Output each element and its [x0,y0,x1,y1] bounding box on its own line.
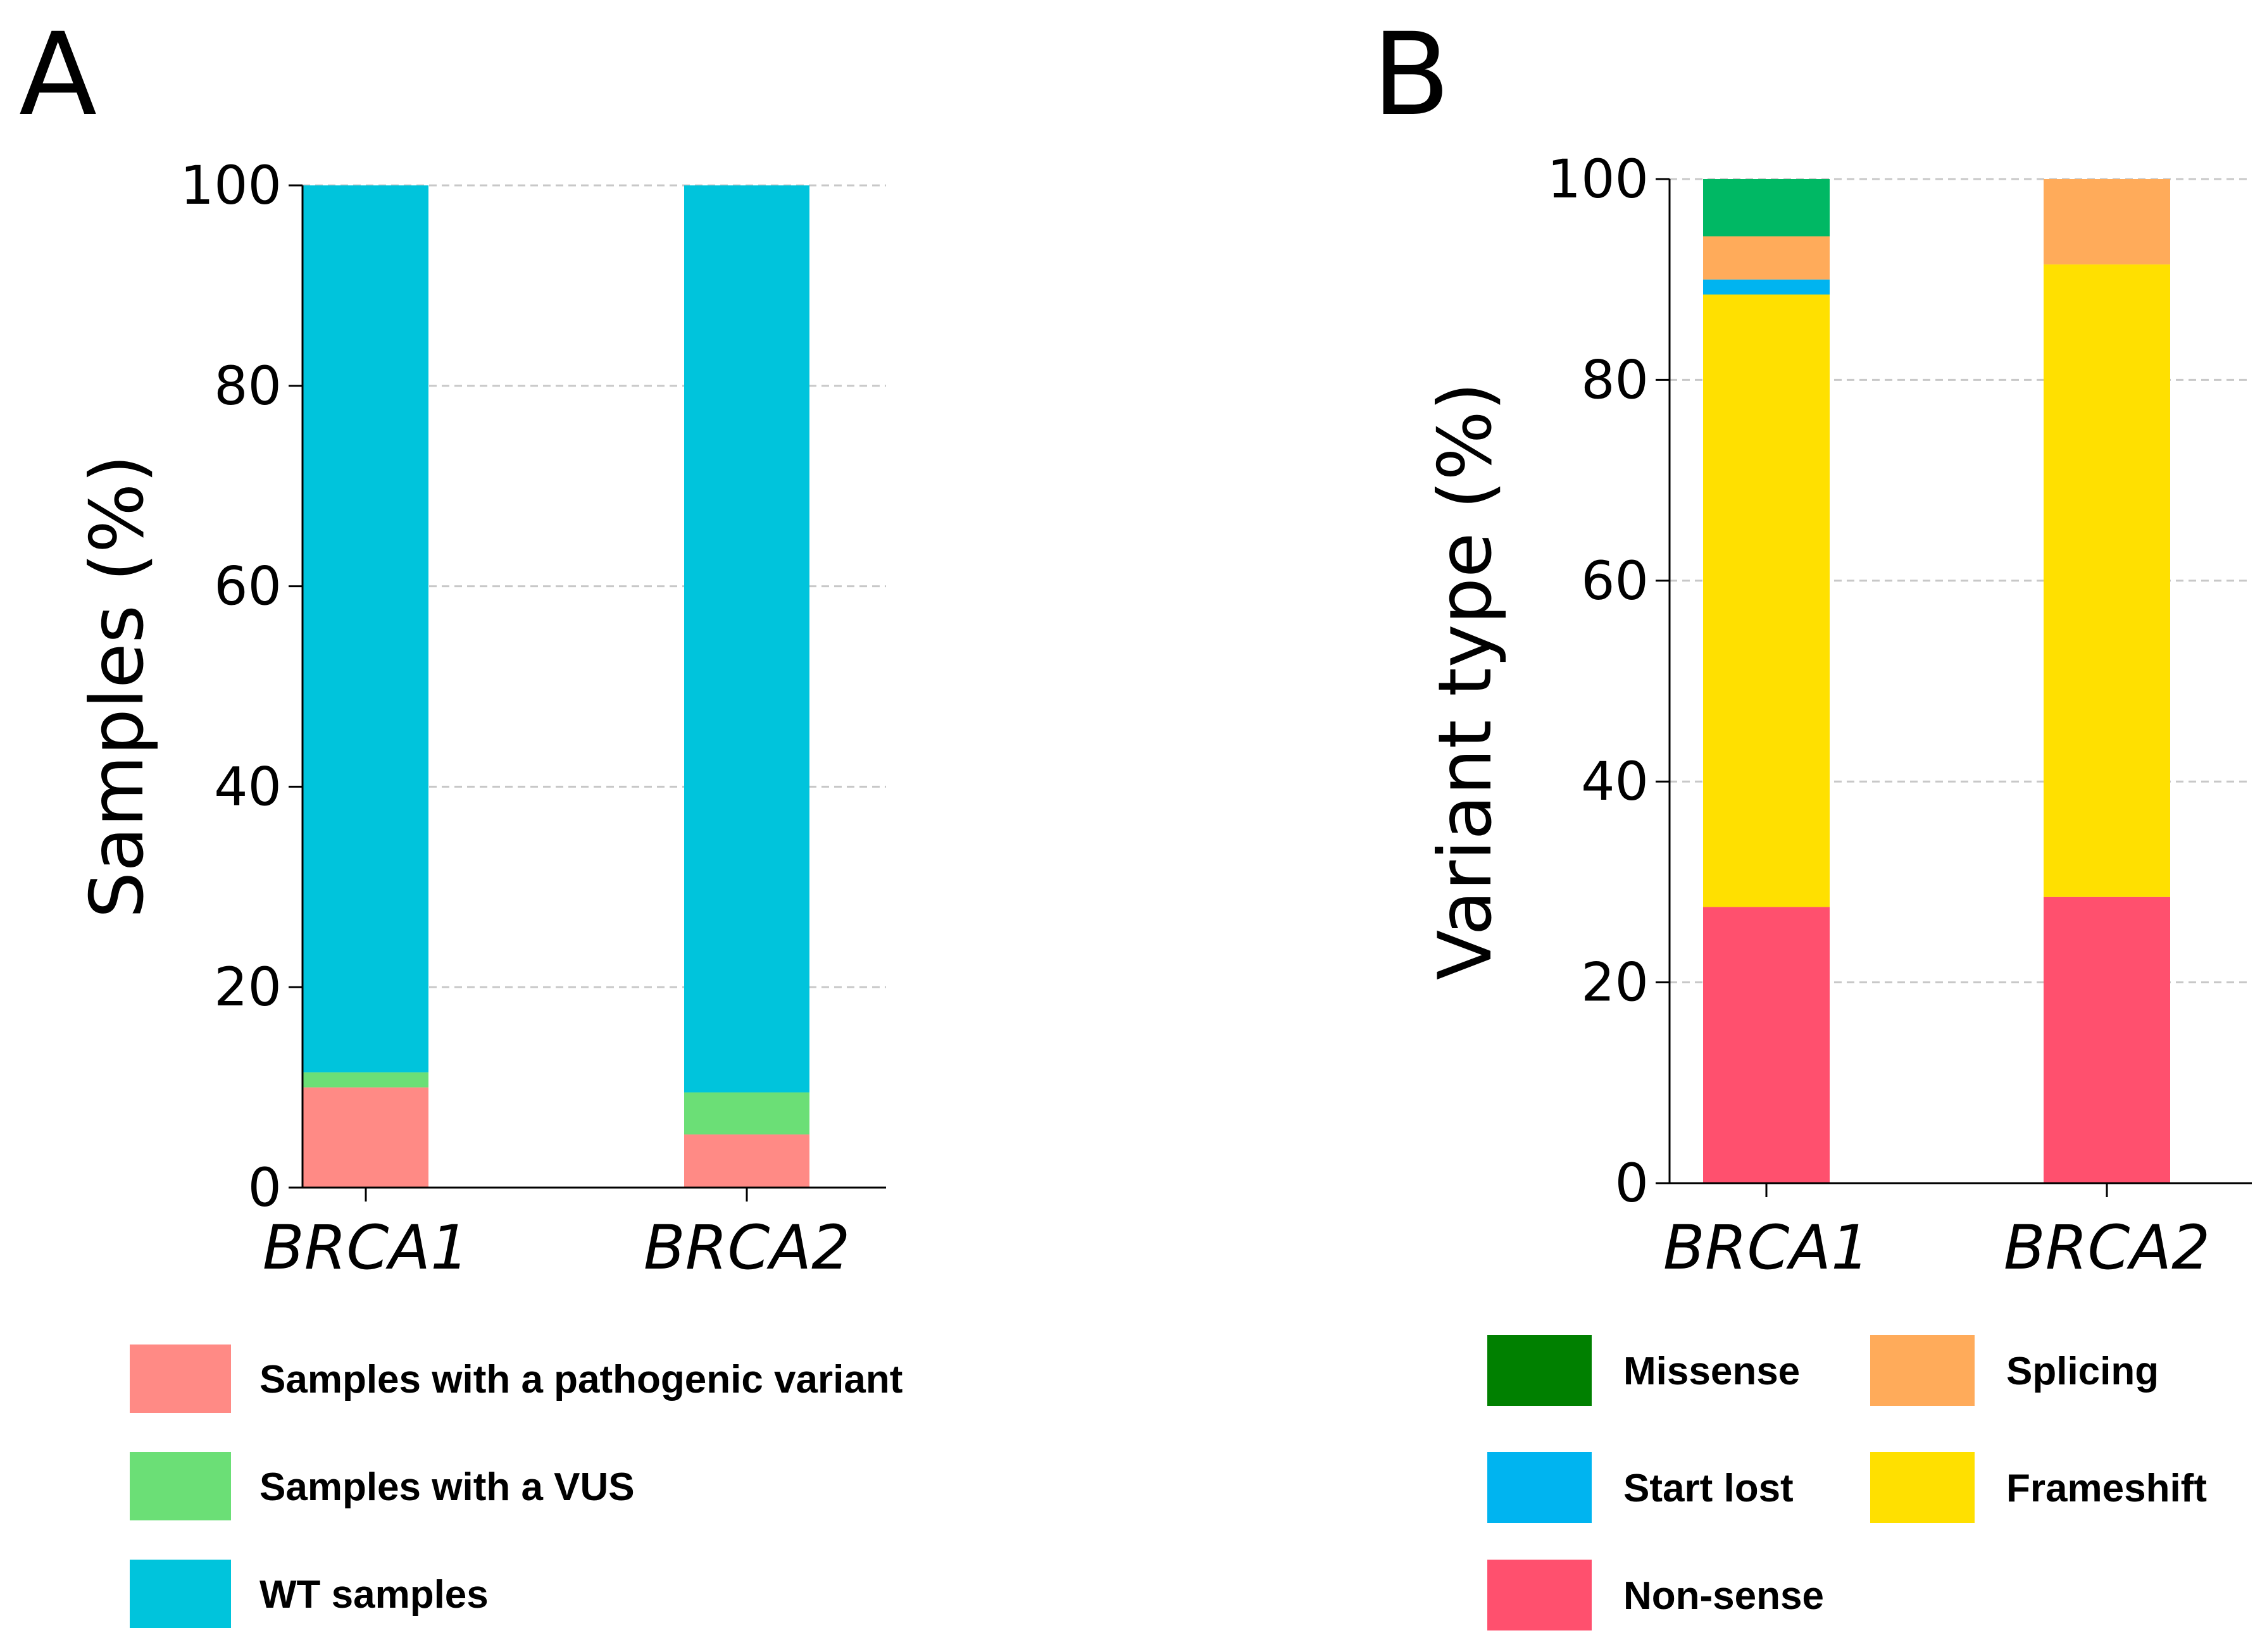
y-tick-label: 80 [214,355,282,417]
legend-label: WT samples [259,1573,489,1617]
y-axis-title: Samples (%) [75,455,160,919]
bar-segment-brca1-splicing [1703,236,1830,280]
legend-label: Start lost [1623,1467,1794,1510]
y-tick-label: 0 [248,1157,282,1219]
y-tick-label: 80 [1581,349,1649,411]
panel-a-legend: Samples with a pathogenic variant Samples… [130,1345,902,1628]
bar-segment-brca1-wt-samples [303,185,428,1072]
legend-swatch [1487,1452,1592,1523]
x-category-label: BRCA2 [2004,1212,2210,1283]
bar-segment-brca1-start-lost [1703,279,1830,295]
legend-swatch [1870,1335,1975,1406]
y-tick-label: 0 [1615,1152,1649,1214]
x-category-label: BRCA1 [1663,1212,1870,1283]
legend-label: Missense [1623,1350,1800,1393]
legend-swatch [130,1345,231,1413]
bar-segment-brca2-samples-with-a-vus [684,1092,809,1135]
bar-segment-brca2-splicing [2044,179,2170,264]
bar-segment-brca1-non-sense [1703,907,1830,1183]
legend-swatch [130,1452,231,1520]
y-tick-label: 40 [214,755,282,817]
y-axis-title: Variant type (%) [1423,382,1508,980]
bar-segment-brca2-frameshift [2044,264,2170,897]
legend-swatch [1487,1560,1592,1630]
legend-swatch [130,1560,231,1628]
legend-label: Splicing [2006,1350,2159,1393]
y-tick-label: 20 [1581,952,1649,1014]
bar-segment-brca1-frameshift [1703,294,1830,907]
y-tick-label: 60 [214,556,282,618]
x-category-label: BRCA2 [644,1212,850,1283]
y-tick-label: 100 [1547,148,1649,210]
panel-label-a: A [19,9,97,141]
bar-segment-brca2-samples-with-a-pathogenic-variant [684,1134,809,1188]
y-tick-label: 40 [1581,750,1649,812]
y-tick-label: 100 [180,154,282,216]
bar-segment-brca1-samples-with-a-vus [303,1072,428,1088]
y-tick-label: 60 [1581,550,1649,612]
panel-a-chart: 0 20 40 60 80 100 BRCA1 BRCA2 Samples (%) [75,154,886,1283]
legend-label: Samples with a VUS [259,1465,635,1509]
bar-segment-brca2-wt-samples [684,185,809,1093]
panel-b-legend: Missense Splicing Start lost Frameshift Non-… [1487,1335,2207,1630]
panel-label-b: B [1372,9,1451,141]
bar-segment-brca1-missense [1703,179,1830,237]
panel-b-chart: 0 20 40 60 80 100 BRCA1 BRCA2 Variant type (%) [1423,148,2252,1283]
bar-segment-brca2-non-sense [2044,897,2170,1183]
legend-label: Frameshift [2006,1467,2207,1510]
legend-label: Non-sense [1623,1574,1824,1618]
y-tick-label: 20 [214,956,282,1018]
legend-label: Samples with a pathogenic variant [259,1358,902,1401]
legend-swatch [1870,1452,1975,1523]
x-category-label: BRCA1 [263,1212,469,1283]
legend-swatch [1487,1335,1592,1406]
bar-segment-brca1-samples-with-a-pathogenic-variant [303,1087,428,1188]
